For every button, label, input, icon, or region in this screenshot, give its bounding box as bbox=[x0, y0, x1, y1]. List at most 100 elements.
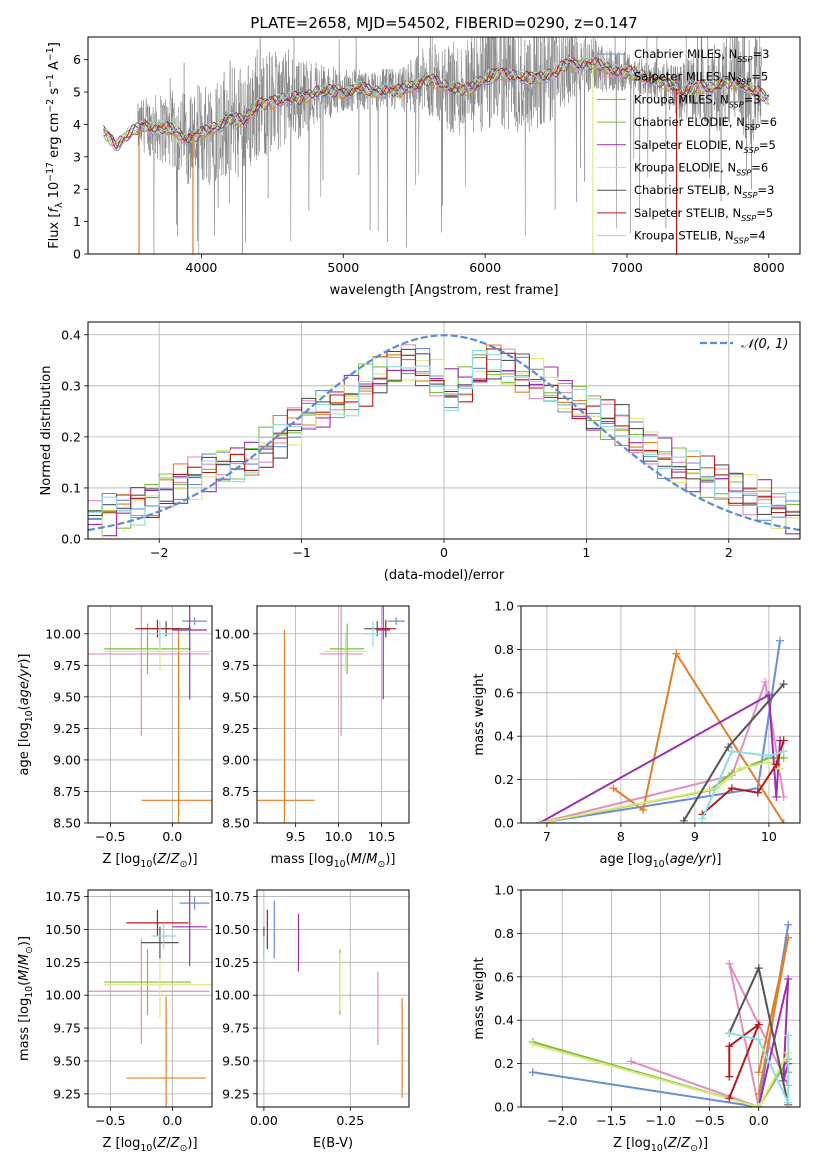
label-part: age/yr bbox=[670, 852, 713, 867]
y-tick-label: 1.0 bbox=[494, 883, 514, 898]
x-tick-label: −2 bbox=[150, 545, 168, 560]
x-tick-label: 0.00 bbox=[250, 1113, 278, 1128]
label-part: =4 bbox=[749, 229, 766, 243]
weight-point-marker bbox=[698, 814, 707, 823]
label-part: N bbox=[729, 47, 738, 61]
panel-mass_vs_Z: −0.5 0.0 9.25 9.50 9.75 10.00 10.25 10.50 10.75 Z… bbox=[17, 889, 213, 1154]
label-part: 10 bbox=[140, 1143, 152, 1154]
label-part: mass weight bbox=[472, 673, 487, 755]
legend-label: Kroupa STELIB, NSSP=4 bbox=[634, 229, 766, 246]
label-part: age [ bbox=[17, 742, 32, 775]
weight-point-marker bbox=[772, 792, 781, 801]
label-part: SSP bbox=[736, 77, 751, 87]
label-part: / bbox=[17, 965, 32, 970]
panel-weight_vs_Z: −2.0 −1.5 −1.0 −0.5 0.0 0.0 0.2 0.4 0.6 0.8 1.0 Z [… bbox=[472, 883, 801, 1154]
weight-point-marker bbox=[784, 974, 793, 983]
weight-point-marker bbox=[679, 816, 688, 823]
y-tick-label: 8.75 bbox=[53, 784, 81, 799]
weight-point-marker bbox=[727, 784, 736, 793]
x-tick-label: 6000 bbox=[469, 260, 501, 275]
y-tick-label: 0.8 bbox=[494, 926, 514, 941]
y-tick-label: 0.4 bbox=[61, 327, 81, 342]
label-part: N bbox=[727, 161, 736, 175]
x-axis-label: mass [log10(M/M⊙)] bbox=[270, 852, 395, 870]
label-part: Chabrier MILES, bbox=[634, 47, 729, 61]
label-part: Chabrier ELODIE, bbox=[634, 115, 736, 129]
weight-point-marker bbox=[672, 649, 681, 658]
label-part: (data-model)/error bbox=[384, 568, 505, 583]
errorbar bbox=[375, 619, 397, 638]
label-part: (0, 1) bbox=[753, 337, 788, 352]
y-tick-label: 9.75 bbox=[222, 658, 250, 673]
label-part: )] bbox=[187, 852, 197, 867]
weight-series-line bbox=[532, 1043, 790, 1107]
y-tick-label: 0.0 bbox=[494, 816, 514, 831]
label-part: M bbox=[17, 970, 32, 981]
y-tick-label: 10.50 bbox=[214, 922, 250, 937]
weight-point-marker bbox=[776, 636, 785, 645]
label-part: ( bbox=[665, 852, 670, 867]
y-axis-label: mass weight bbox=[472, 673, 487, 755]
weight-point-marker bbox=[627, 1057, 636, 1066]
y-tick-label: 10.00 bbox=[214, 988, 250, 1003]
errorbar bbox=[141, 629, 212, 823]
label-part: =3 bbox=[757, 183, 774, 197]
x-axis-label: Z [log10(Z/Z⊙)] bbox=[102, 852, 197, 870]
plot-area-weight_vs_Z bbox=[528, 920, 793, 1107]
x-tick-label: 7 bbox=[543, 829, 551, 844]
x-tick-label: −0.5 bbox=[95, 829, 125, 844]
panel-age_vs_mass: 9.5 10.0 10.5 8.50 8.75 9.00 9.25 9.50 9.75 10.00… bbox=[214, 605, 410, 870]
label-part: ⊙ bbox=[180, 1143, 188, 1154]
label-part: log bbox=[314, 852, 334, 867]
errorbar bbox=[376, 606, 391, 700]
label-part: 10 bbox=[47, 182, 62, 199]
label-part: log bbox=[633, 852, 653, 867]
y-tick-label: 5 bbox=[73, 85, 81, 100]
label-part: cm bbox=[47, 113, 62, 133]
label-part: ( bbox=[663, 1136, 668, 1151]
model-spectrum-line bbox=[103, 56, 770, 145]
y-tick-label: 8.50 bbox=[222, 816, 250, 831]
weight-point-marker bbox=[725, 1072, 734, 1081]
y-tick-label: 0.6 bbox=[494, 969, 514, 984]
y-axis-label: age [log10(age/yr)] bbox=[17, 653, 35, 775]
label-part: Z bbox=[667, 1136, 678, 1151]
y-tick-label: 9.50 bbox=[222, 689, 250, 704]
label-part: −2 bbox=[45, 99, 56, 113]
weight-point-marker bbox=[779, 747, 788, 756]
label-part: wavelength [Angstrom, rest frame] bbox=[330, 283, 559, 298]
x-tick-label: 2 bbox=[725, 545, 733, 560]
errorbar bbox=[104, 949, 191, 1015]
y-tick-label: 0.3 bbox=[61, 378, 81, 393]
label-part: =6 bbox=[751, 161, 768, 175]
legend-label: 𝒩(0, 1) bbox=[741, 337, 788, 352]
plot-area-mass_vs_Z bbox=[88, 890, 212, 1107]
y-tick-label: 9.25 bbox=[222, 1086, 250, 1101]
y-tick-label: 9.25 bbox=[53, 1086, 81, 1101]
label-part: SSP bbox=[745, 122, 760, 132]
y-tick-label: 9.25 bbox=[222, 721, 250, 736]
errorbar bbox=[88, 606, 210, 736]
label-part: Z [ bbox=[102, 1136, 120, 1151]
figure-title: PLATE=2658, MJD=54502, FIBERID=0290, z=0… bbox=[250, 14, 637, 32]
legend-label: Chabrier MILES, NSSP=3 bbox=[634, 47, 769, 64]
x-tick-label: −1 bbox=[292, 545, 310, 560]
weight-series-line bbox=[701, 750, 784, 820]
y-tick-label: 0.0 bbox=[61, 532, 81, 547]
errorbar bbox=[329, 623, 365, 675]
label-part: Chabrier STELIB, bbox=[634, 183, 734, 197]
label-part: =5 bbox=[759, 138, 776, 152]
label-part: log bbox=[121, 1136, 141, 1151]
y-tick-label: 0.0 bbox=[494, 1100, 514, 1115]
label-part: SSP bbox=[729, 99, 744, 109]
weight-point-marker bbox=[535, 819, 544, 823]
model-spectrum-line bbox=[103, 56, 770, 145]
x-axis-label: Z [log10(Z/Z⊙)] bbox=[613, 1136, 708, 1154]
y-tick-label: 0.4 bbox=[494, 1013, 514, 1028]
label-part: N bbox=[735, 138, 744, 152]
weight-series-line bbox=[728, 1021, 761, 1099]
label-part: Z [ bbox=[613, 1136, 631, 1151]
label-part: 10 bbox=[140, 859, 152, 870]
weight-point-marker bbox=[754, 1068, 763, 1077]
